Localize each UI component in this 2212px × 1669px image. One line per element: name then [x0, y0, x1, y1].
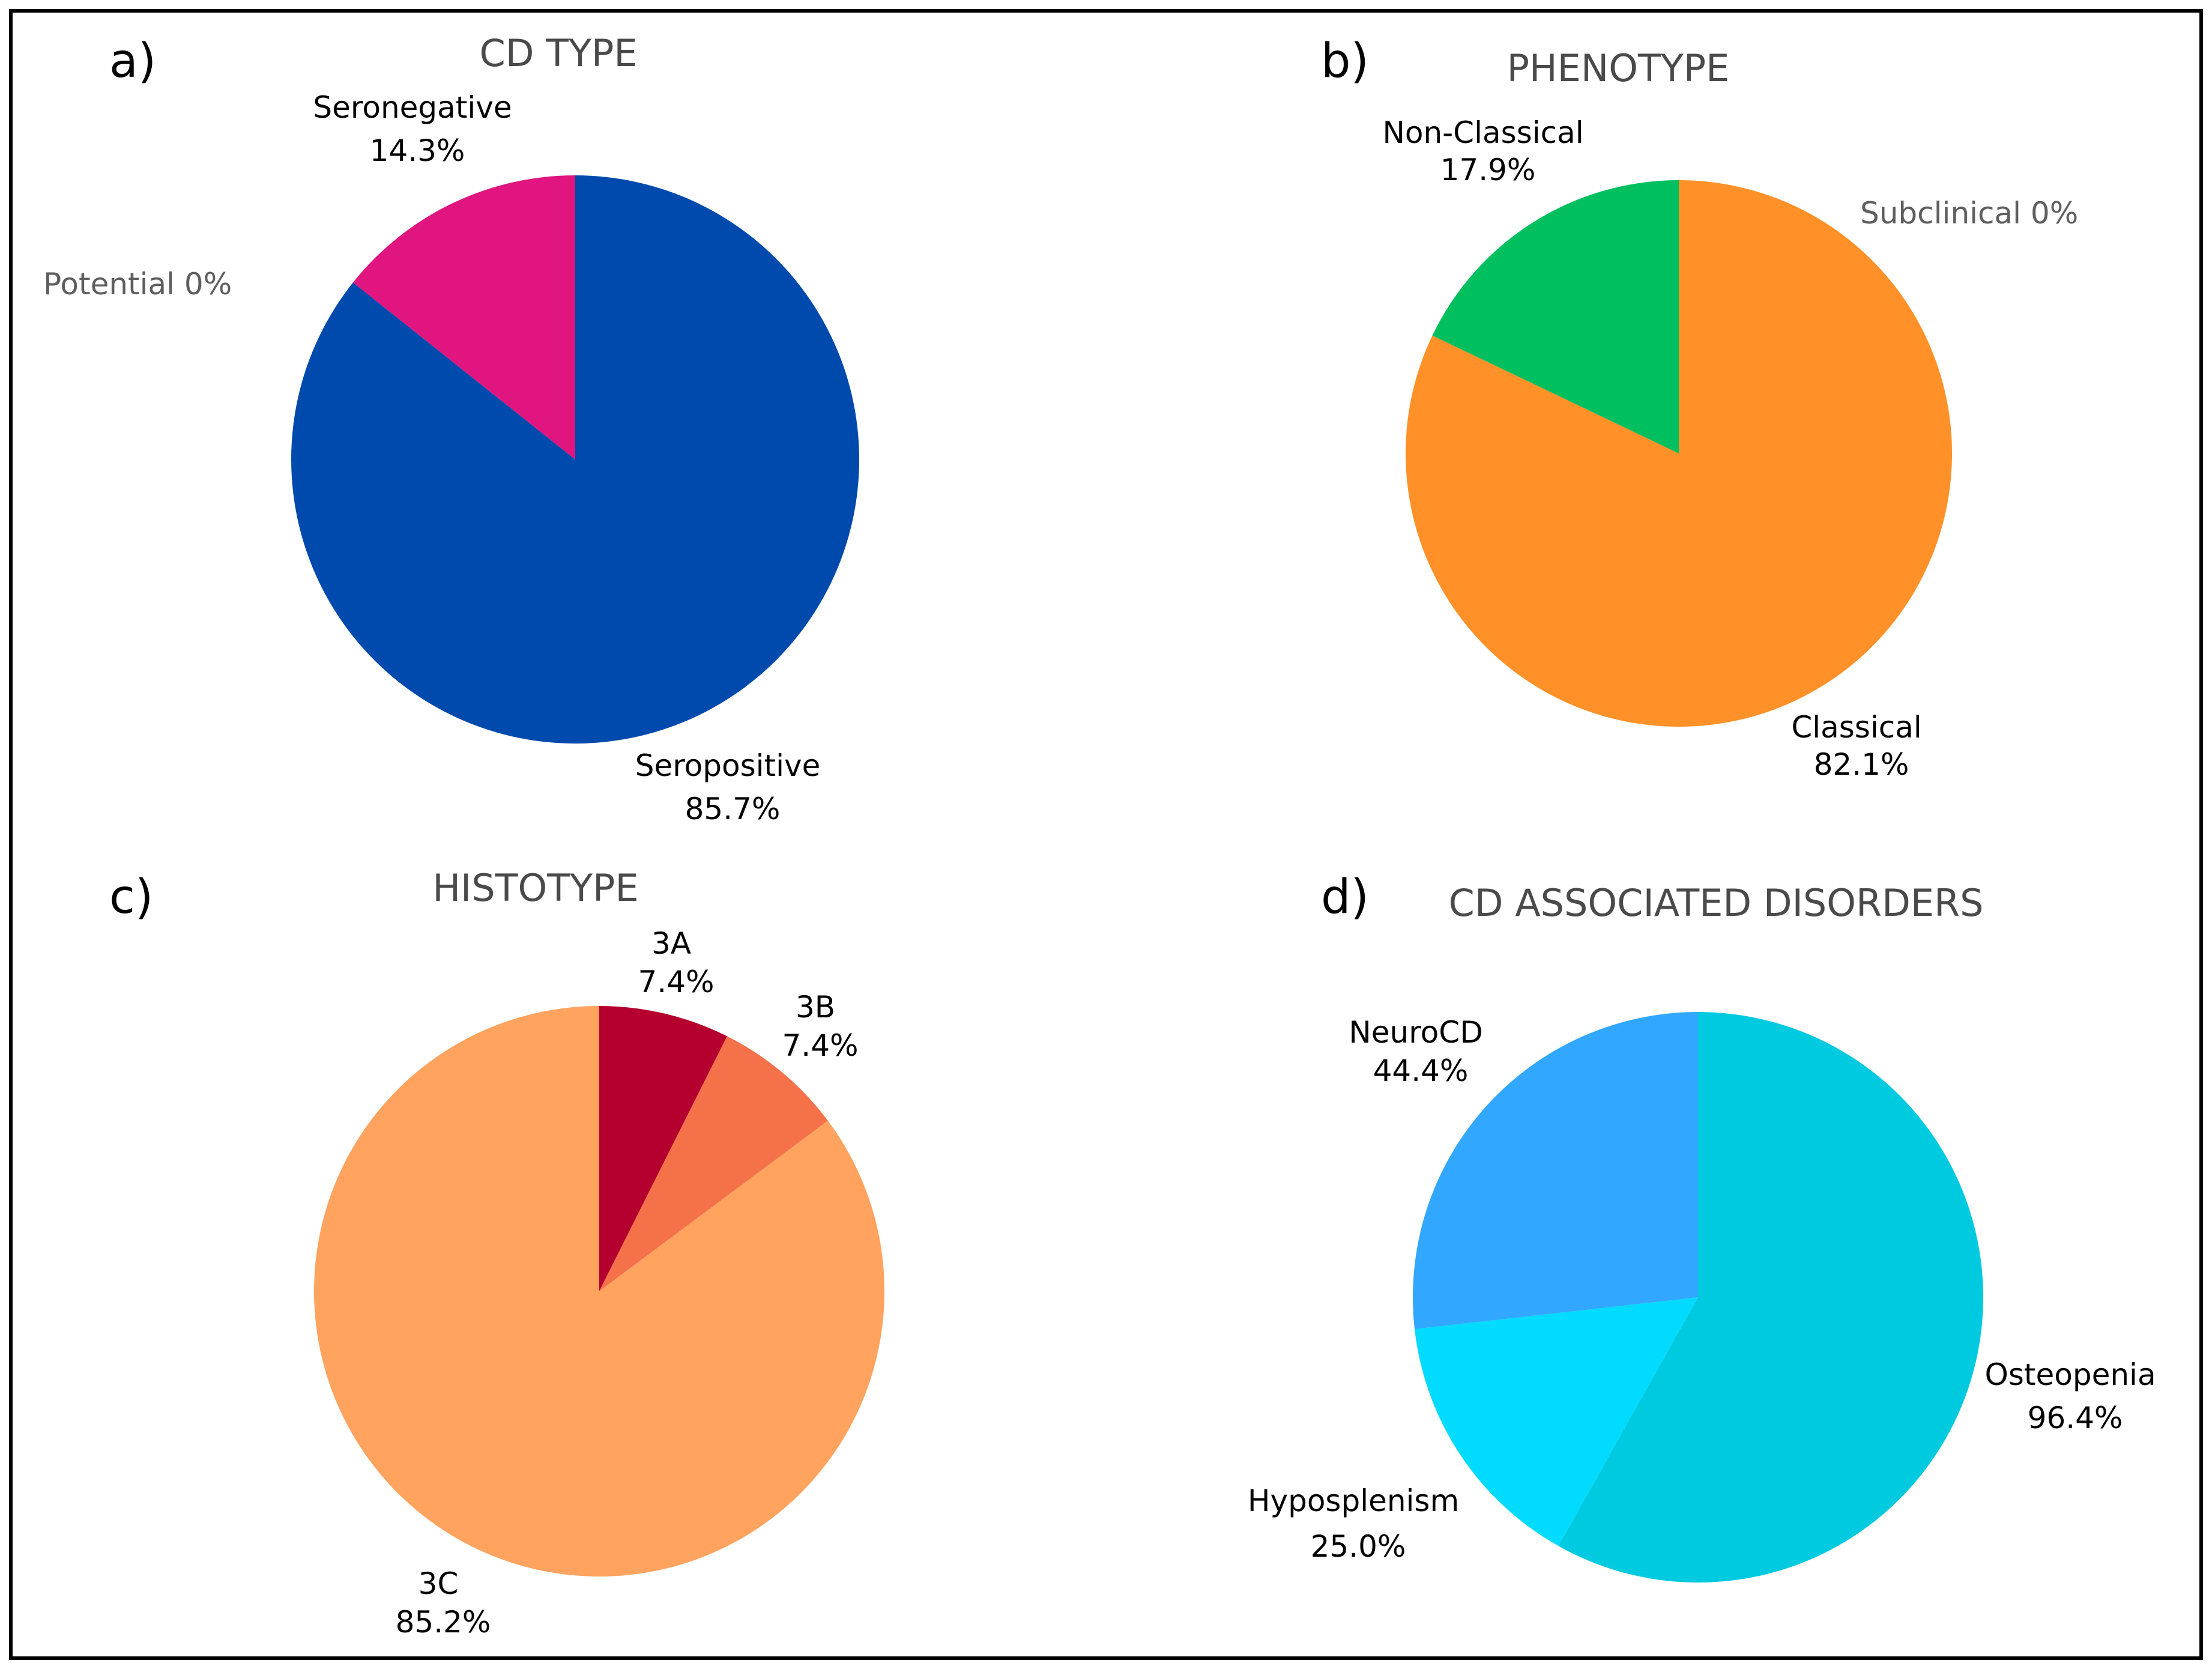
slice-labels: Seropositive 85.7% Potential 0% Seronega… [43, 90, 830, 826]
slice-value: 44.4% [1373, 1053, 1469, 1088]
pie-slices [1413, 1011, 1984, 1583]
slice-value: 14.3% [370, 133, 465, 168]
slice-value: 82.1% [1814, 747, 1909, 782]
slice-label: Subclinical 0% [1860, 196, 2078, 231]
slice-labels: Subclinical 0% Classical 82.1% Non-Class… [1382, 115, 2078, 782]
panel-letter: b) [1321, 34, 1369, 88]
pie-slices [1406, 180, 1953, 727]
slice-label: Seropositive 85.7% [635, 748, 830, 826]
panel-title: CD ASSOCIATED DISORDERS [1449, 881, 1984, 925]
slice-name: Seronegative [313, 90, 512, 125]
panel-b: b) PHENOTYPE Subclinical 0% Classical 82… [1321, 34, 2078, 782]
panel-c: c) HISTOTYPE 3A 7.4% 3B 7.4% 3C 85.2% [109, 866, 884, 1640]
slice-value: 85.7% [685, 792, 781, 826]
figure-border [9, 9, 2203, 1660]
slice-value: 7.4% [782, 1028, 858, 1063]
slice-name: Osteopenia [1985, 1357, 2156, 1392]
panel-title: PHENOTYPE [1507, 46, 1730, 90]
panel-d: d) CD ASSOCIATED DISORDERS Osteopenia 96… [1248, 870, 2166, 1583]
slice-labels: 3A 7.4% 3B 7.4% 3C 85.2% [396, 926, 859, 1640]
panel-letter: a) [109, 34, 156, 88]
slice-label: 3C 85.2% [396, 1566, 491, 1640]
slice-name: Classical [1791, 710, 1921, 745]
panel-letter: c) [109, 870, 153, 924]
pie-slices [313, 1005, 884, 1577]
pie-slice-3b [599, 1036, 828, 1291]
slice-value: 96.4% [2028, 1401, 2123, 1435]
panel-title: HISTOTYPE [432, 866, 638, 910]
slice-name: Non-Classical [1382, 115, 1583, 150]
slice-labels: Osteopenia 96.4% Hyposplenism 25.0% Neur… [1248, 1015, 2166, 1564]
slice-value: 7.4% [638, 965, 714, 999]
slice-name: Hyposplenism [1248, 1483, 1459, 1518]
pie-slice-3c [313, 1005, 884, 1577]
slice-label: Potential 0% [43, 267, 232, 301]
pie-slice-hyposplenism [1414, 1297, 1698, 1546]
slice-label: Classical 82.1% [1791, 710, 1931, 782]
pie-slice-classical [1406, 180, 1953, 727]
slice-name: Seropositive [635, 748, 821, 783]
slice-value: 25.0% [1311, 1529, 1406, 1564]
slice-label: 3A 7.4% [638, 926, 714, 999]
slice-label: Hyposplenism 25.0% [1248, 1483, 1469, 1564]
pie-slice-non-classical [1432, 180, 1679, 453]
pie-slice-3a [599, 1006, 727, 1291]
slice-name: Potential 0% [43, 267, 232, 301]
pie-slice-neurocd [1413, 1012, 1698, 1329]
slice-label: Seronegative 14.3% [313, 90, 521, 168]
pie-slice-seronegative [352, 175, 575, 459]
panel-title: CD TYPE [479, 31, 637, 75]
slice-label: 3B 7.4% [782, 990, 858, 1063]
panel-a: a) CD TYPE Seropositive 85.7% Potential … [43, 31, 859, 826]
slice-name: 3C [419, 1566, 459, 1601]
slice-name: NeuroCD [1349, 1015, 1482, 1050]
slice-value: 85.2% [396, 1605, 491, 1640]
pie-slices [291, 175, 859, 744]
pie-slice-seropositive [291, 175, 859, 744]
slice-name: 3A [651, 926, 691, 961]
slice-label: Osteopenia 96.4% [1985, 1357, 2166, 1435]
slice-name: Subclinical 0% [1860, 196, 2078, 231]
pie-slice-osteopenia [1558, 1011, 1984, 1583]
slice-name: 3B [796, 990, 835, 1025]
panel-letter: d) [1321, 870, 1369, 924]
slice-value: 17.9% [1440, 153, 1536, 187]
slice-label: Non-Classical 17.9% [1382, 115, 1593, 187]
slice-label: NeuroCD 44.4% [1349, 1015, 1492, 1088]
